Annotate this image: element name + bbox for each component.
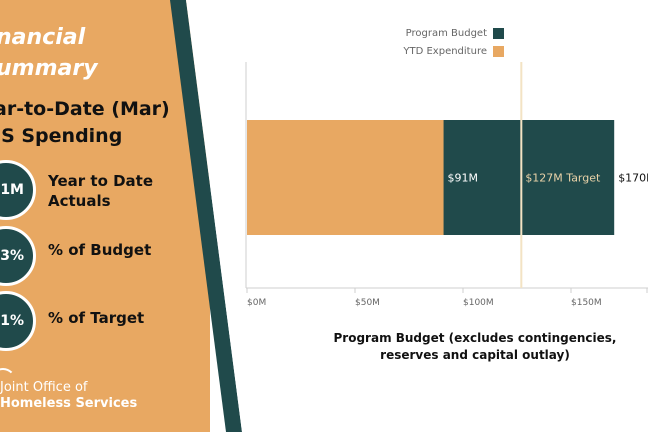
chart-legend: Program Budget YTD Expenditure xyxy=(403,24,504,60)
data-label-target: $127M Target xyxy=(525,172,601,185)
chart-x-axis-title: Program Budget (excludes contingencies, … xyxy=(333,331,617,362)
legend-swatch-budget xyxy=(493,27,504,39)
logo: Joint Office of Homeless Services xyxy=(0,380,137,412)
kpi-actuals-label: Year to Date Actuals xyxy=(48,172,154,210)
logo-icon xyxy=(0,368,16,394)
legend-label-budget: Program Budget xyxy=(405,27,487,39)
data-label-budget: $170M xyxy=(618,172,648,185)
kpi-budget-label: % of Budget xyxy=(48,241,152,259)
data-label-expenditure: $91M xyxy=(448,172,479,185)
x-tick-label-2: $100M xyxy=(463,298,494,308)
panel-title: nancial ummary xyxy=(0,25,98,81)
x-tick-label-3: $150M xyxy=(571,298,602,308)
logo-line-1: Joint Office of xyxy=(0,380,88,395)
legend-item-expenditure: YTD Expenditure xyxy=(403,42,504,60)
kpi-target-label: % of Target xyxy=(48,309,145,327)
x-tick-label-0: $0M xyxy=(247,298,266,308)
x-tick-label-1: $50M xyxy=(355,298,380,308)
bar-ytd-expenditure xyxy=(247,120,444,235)
legend-item-budget: Program Budget xyxy=(403,24,504,42)
legend-label-expenditure: YTD Expenditure xyxy=(403,45,487,57)
logo-line-2: Homeless Services xyxy=(0,396,138,411)
legend-swatch-expenditure xyxy=(493,45,504,57)
panel-subtitle: ar-to-Date (Mar) IS Spending xyxy=(0,98,170,147)
